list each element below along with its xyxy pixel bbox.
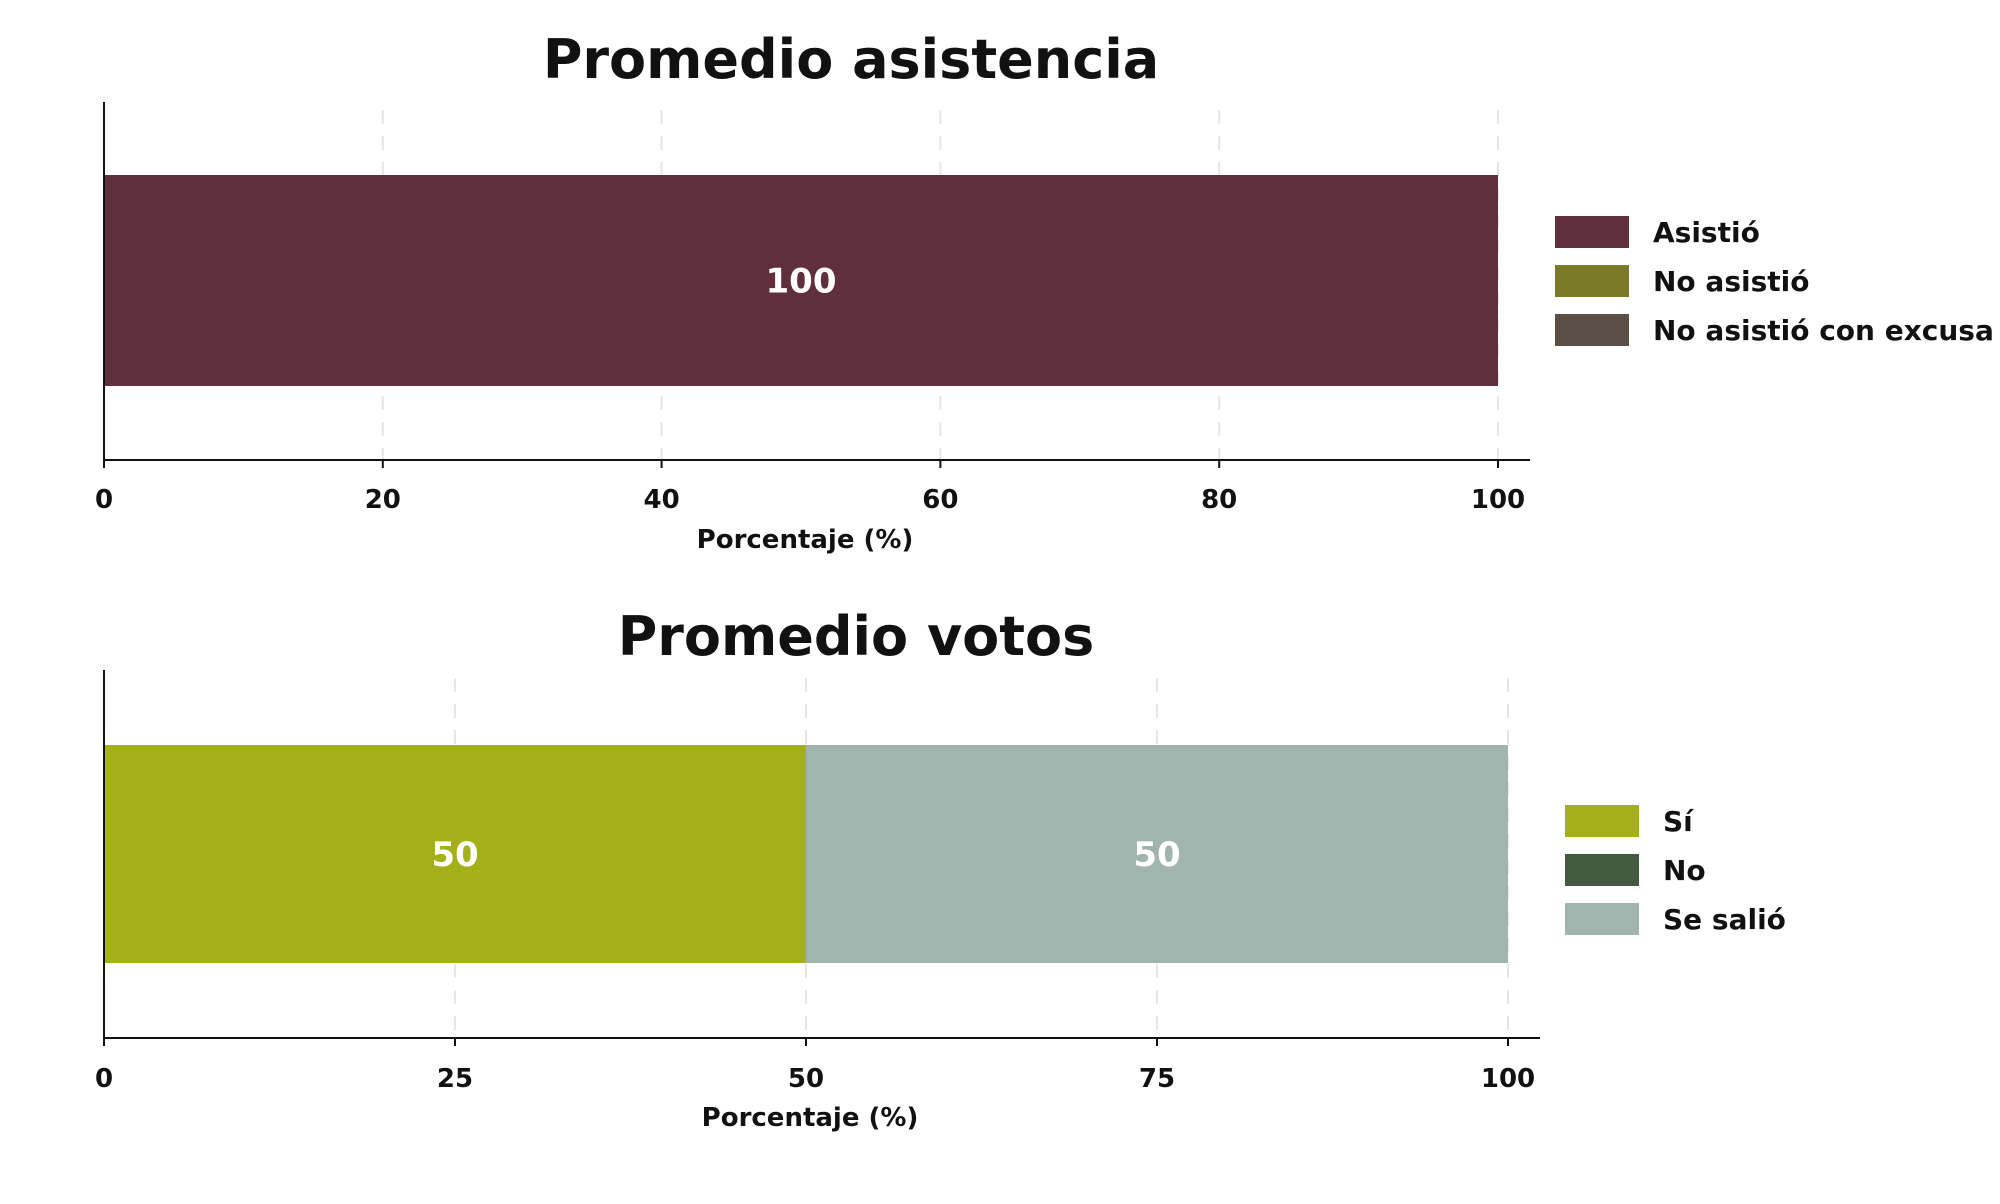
- votes-chart-title: Promedio votos: [618, 605, 1095, 668]
- votes-bar-label-se-salio: 50: [1133, 835, 1180, 875]
- attendance-x-tick-label: 60: [922, 485, 958, 515]
- attendance-x-tick-label: 40: [644, 485, 680, 515]
- votes-legend-label-si: Sí: [1663, 805, 1694, 838]
- attendance-bar-asistio: [104, 175, 1498, 386]
- attendance-bar-label-asistio: 100: [766, 262, 837, 302]
- votes-x-tick-label: 25: [437, 1064, 473, 1094]
- attendance-legend-label-no-asistio: No asistió: [1653, 265, 1809, 298]
- votes-legend-swatch-si: [1565, 805, 1639, 837]
- votes-legend-label-no: No: [1663, 854, 1706, 887]
- votes-chart: Promedio votos 50 50 0 25 50 75 100 Porcentaje (…: [0, 580, 2000, 1200]
- attendance-chart: Promedio asistencia 100 0 20 40 60 80 100 Porcen…: [0, 0, 2000, 580]
- attendance-legend-label-no-asistio-con-excusa: No asistió con excusa: [1653, 314, 1994, 347]
- attendance-legend-swatch-no-asistio-con-excusa: [1555, 314, 1629, 346]
- attendance-chart-title: Promedio asistencia: [543, 28, 1159, 91]
- attendance-x-tick-label: 20: [365, 485, 401, 515]
- attendance-x-axis-label: Porcentaje (%): [697, 525, 914, 555]
- votes-x-axis-label: Porcentaje (%): [702, 1103, 919, 1133]
- votes-bar-label-si: 50: [431, 835, 478, 875]
- votes-chart-svg: Promedio votos 50 50 0 25 50 75 100 Porcentaje (…: [95, 605, 1786, 1133]
- attendance-legend-swatch-no-asistio: [1555, 265, 1629, 297]
- votes-bar-se-salio: [806, 745, 1508, 963]
- votes-x-tick-label: 75: [1139, 1064, 1175, 1094]
- attendance-x-tick-label: 0: [95, 485, 113, 515]
- votes-legend-label-se-salio: Se salió: [1663, 903, 1786, 936]
- votes-legend-swatch-se-salio: [1565, 903, 1639, 935]
- attendance-x-tick-label: 80: [1201, 485, 1237, 515]
- votes-x-tick-label: 0: [95, 1064, 113, 1094]
- votes-x-tick-label: 50: [788, 1064, 824, 1094]
- attendance-chart-svg: Promedio asistencia 100 0 20 40 60 80 100 Porcen…: [95, 28, 1994, 555]
- attendance-legend-label-asistio: Asistió: [1653, 216, 1760, 249]
- attendance-x-tick-label: 100: [1471, 485, 1525, 515]
- votes-x-tick-label: 100: [1481, 1064, 1535, 1094]
- attendance-legend-swatch-asistio: [1555, 216, 1629, 248]
- votes-legend-swatch-no: [1565, 854, 1639, 886]
- votes-bar-si: [104, 745, 806, 963]
